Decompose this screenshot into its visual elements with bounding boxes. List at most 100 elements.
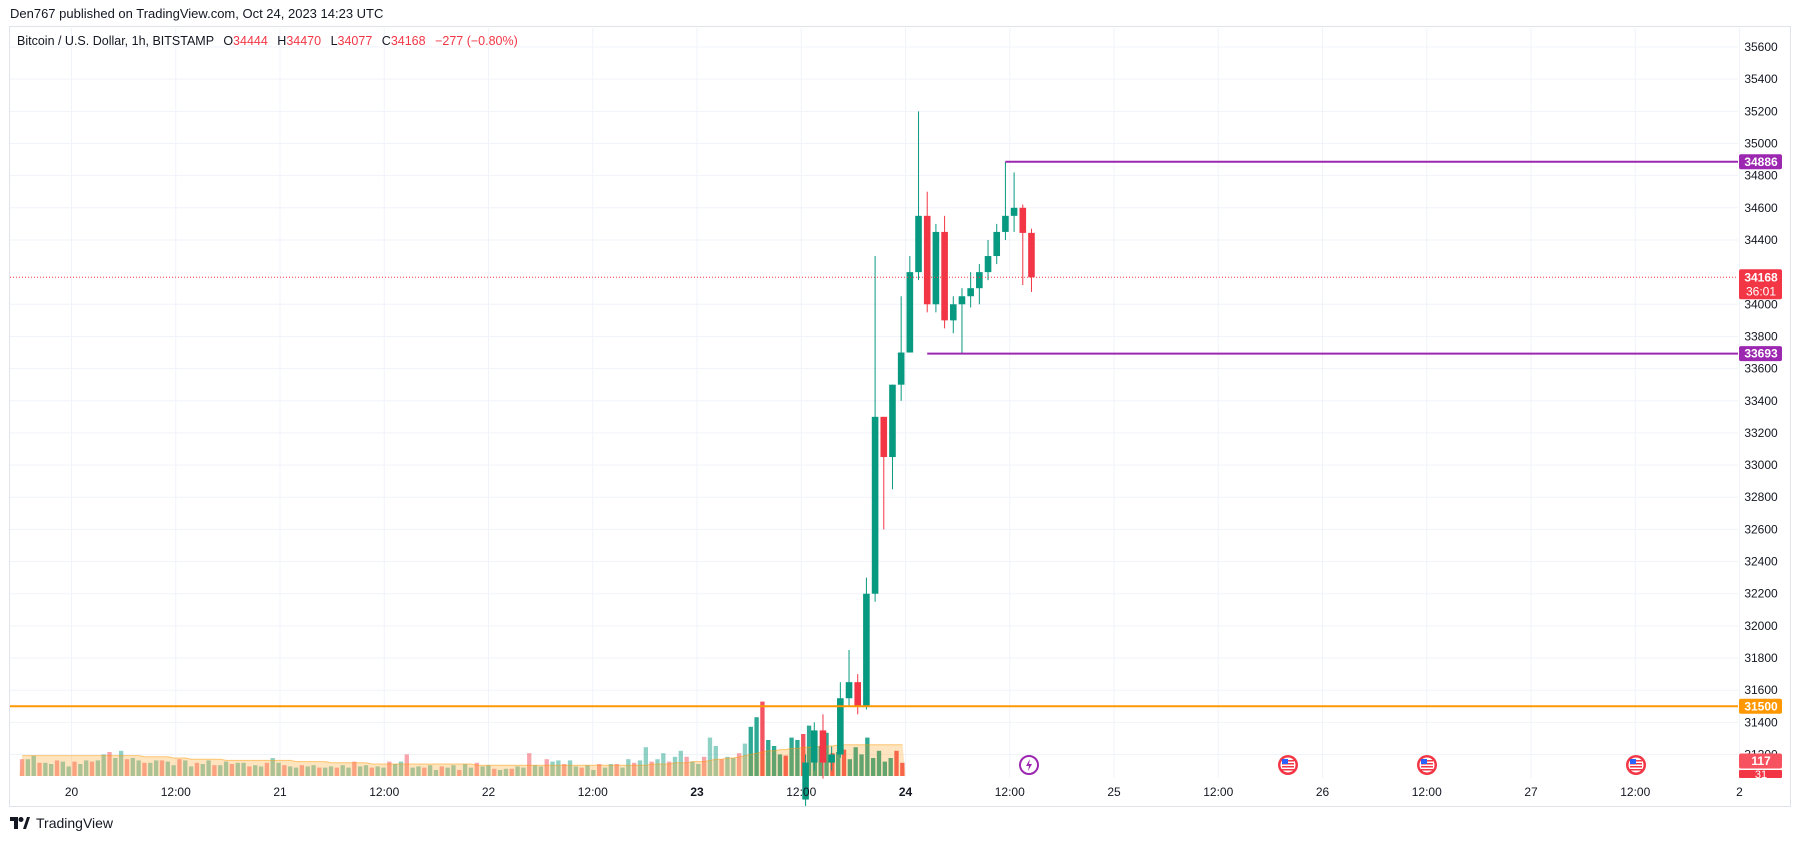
volume-bar	[54, 760, 60, 776]
volume-bar	[148, 762, 153, 776]
volume-bar	[696, 764, 701, 776]
volume-bar	[865, 737, 870, 776]
candle-body[interactable]	[802, 762, 809, 800]
volume-bar	[253, 765, 258, 776]
price-tick-label: 33600	[1744, 362, 1778, 376]
low-label: L	[330, 34, 338, 48]
volume-bar	[60, 761, 66, 776]
candle-body[interactable]	[993, 231, 1001, 257]
candle-body[interactable]	[871, 416, 879, 594]
volume-value-badge: 117	[1751, 754, 1771, 768]
volume-bar	[789, 737, 794, 776]
volume-bar	[620, 767, 625, 776]
lower-level-badge-bg	[1739, 346, 1782, 362]
us-flag-icon-stripe	[1282, 769, 1294, 771]
volume-bar	[398, 761, 404, 776]
volume-bar	[527, 753, 532, 776]
volume-bar	[200, 764, 205, 776]
candle-body[interactable]	[854, 682, 862, 707]
volume-bar	[771, 746, 777, 776]
volume-bar	[66, 766, 71, 776]
candle-body[interactable]	[949, 304, 957, 321]
volume-bar	[871, 758, 876, 776]
candle-body[interactable]	[1002, 215, 1009, 232]
volume-bar	[457, 770, 462, 776]
candle-body[interactable]	[923, 215, 931, 305]
volume-bar	[748, 726, 753, 776]
candle-body[interactable]	[880, 416, 888, 458]
volume-bar	[288, 766, 293, 776]
candle-body[interactable]	[967, 288, 974, 297]
candle-body[interactable]	[906, 272, 914, 353]
candle-body[interactable]	[863, 593, 870, 707]
candle-body[interactable]	[915, 215, 922, 273]
volume-bar	[841, 749, 847, 776]
volume-bar	[206, 760, 211, 776]
us-flag-icon-stripe	[1421, 766, 1433, 768]
candle-body[interactable]	[984, 256, 992, 273]
volume-bar	[95, 760, 100, 776]
candle-body[interactable]	[819, 730, 827, 763]
candle-body[interactable]	[810, 730, 818, 763]
candle-body[interactable]	[889, 384, 896, 458]
volume-bar	[608, 764, 614, 776]
us-flag-icon[interactable]	[1278, 755, 1298, 775]
volume-bar	[276, 762, 281, 776]
candle-body[interactable]	[845, 682, 853, 699]
candle-body[interactable]	[958, 296, 966, 305]
candle-body[interactable]	[941, 231, 948, 321]
volume-bar	[439, 766, 444, 776]
price-tick-label: 33800	[1744, 329, 1778, 343]
us-flag-icon-stripe	[1421, 769, 1433, 771]
volume-bar	[194, 762, 200, 776]
lightning-icon[interactable]	[1019, 755, 1039, 775]
high-value: 34470	[286, 34, 322, 48]
volume-bar	[480, 766, 485, 776]
candle-body[interactable]	[1028, 232, 1035, 278]
us-flag-icon-stripe	[1630, 766, 1642, 768]
volume-bar	[258, 766, 264, 776]
symbol-legend: Bitcoin / U.S. Dollar, 1h, BITSTAMP O344…	[17, 34, 518, 48]
time-axis: 20 12:00 21 12:00 22 12:00 23 12:00 24 12:00 25 12:…	[65, 785, 1743, 799]
candle-body[interactable]	[976, 272, 983, 289]
volume-bar	[43, 762, 48, 776]
volume-bar	[136, 760, 141, 776]
us-flag-icon-canton	[1282, 759, 1288, 764]
volume-bar	[404, 754, 409, 776]
volume-bar	[212, 765, 217, 776]
volume-bar	[392, 764, 398, 776]
volume-bar	[387, 761, 392, 776]
volume-bar	[171, 765, 176, 776]
candle-body[interactable]	[932, 231, 940, 305]
us-flag-icon-stripe	[1282, 766, 1294, 768]
tradingview-logo[interactable]: TradingView	[10, 815, 113, 831]
price-tick-label: 34800	[1744, 169, 1778, 183]
volume-bar	[311, 765, 316, 776]
time-tick-label: 21	[273, 785, 287, 799]
close-value: 34168	[390, 34, 426, 48]
volume-bar	[159, 760, 165, 776]
volume-bar	[626, 759, 631, 776]
time-tick-label: 12:00	[578, 785, 608, 799]
candle-body[interactable]	[897, 352, 905, 385]
candle-body[interactable]	[1010, 207, 1018, 216]
volume-bar	[37, 762, 42, 776]
volume-bar	[113, 758, 118, 776]
candle-body[interactable]	[837, 698, 844, 755]
us-flag-icon[interactable]	[1417, 755, 1437, 775]
us-flag-icon[interactable]	[1626, 755, 1646, 775]
symbol-name: Bitcoin / U.S. Dollar, 1h, BITSTAMP	[17, 34, 214, 48]
time-tick-label: 20	[65, 785, 79, 799]
volume-bar	[812, 754, 818, 776]
volume-bar	[567, 760, 573, 776]
volume-bar	[900, 762, 905, 776]
time-tick-label: 12:00	[1620, 785, 1650, 799]
candle-body[interactable]	[1019, 207, 1027, 233]
countdown-badge: 36:01	[1746, 284, 1776, 298]
candle-body[interactable]	[828, 754, 835, 763]
us-flag-icon-stripe	[1630, 769, 1642, 771]
lower-level-badge: 33693	[1744, 347, 1778, 361]
volume-bar	[25, 759, 31, 776]
volume-bar	[725, 756, 730, 776]
